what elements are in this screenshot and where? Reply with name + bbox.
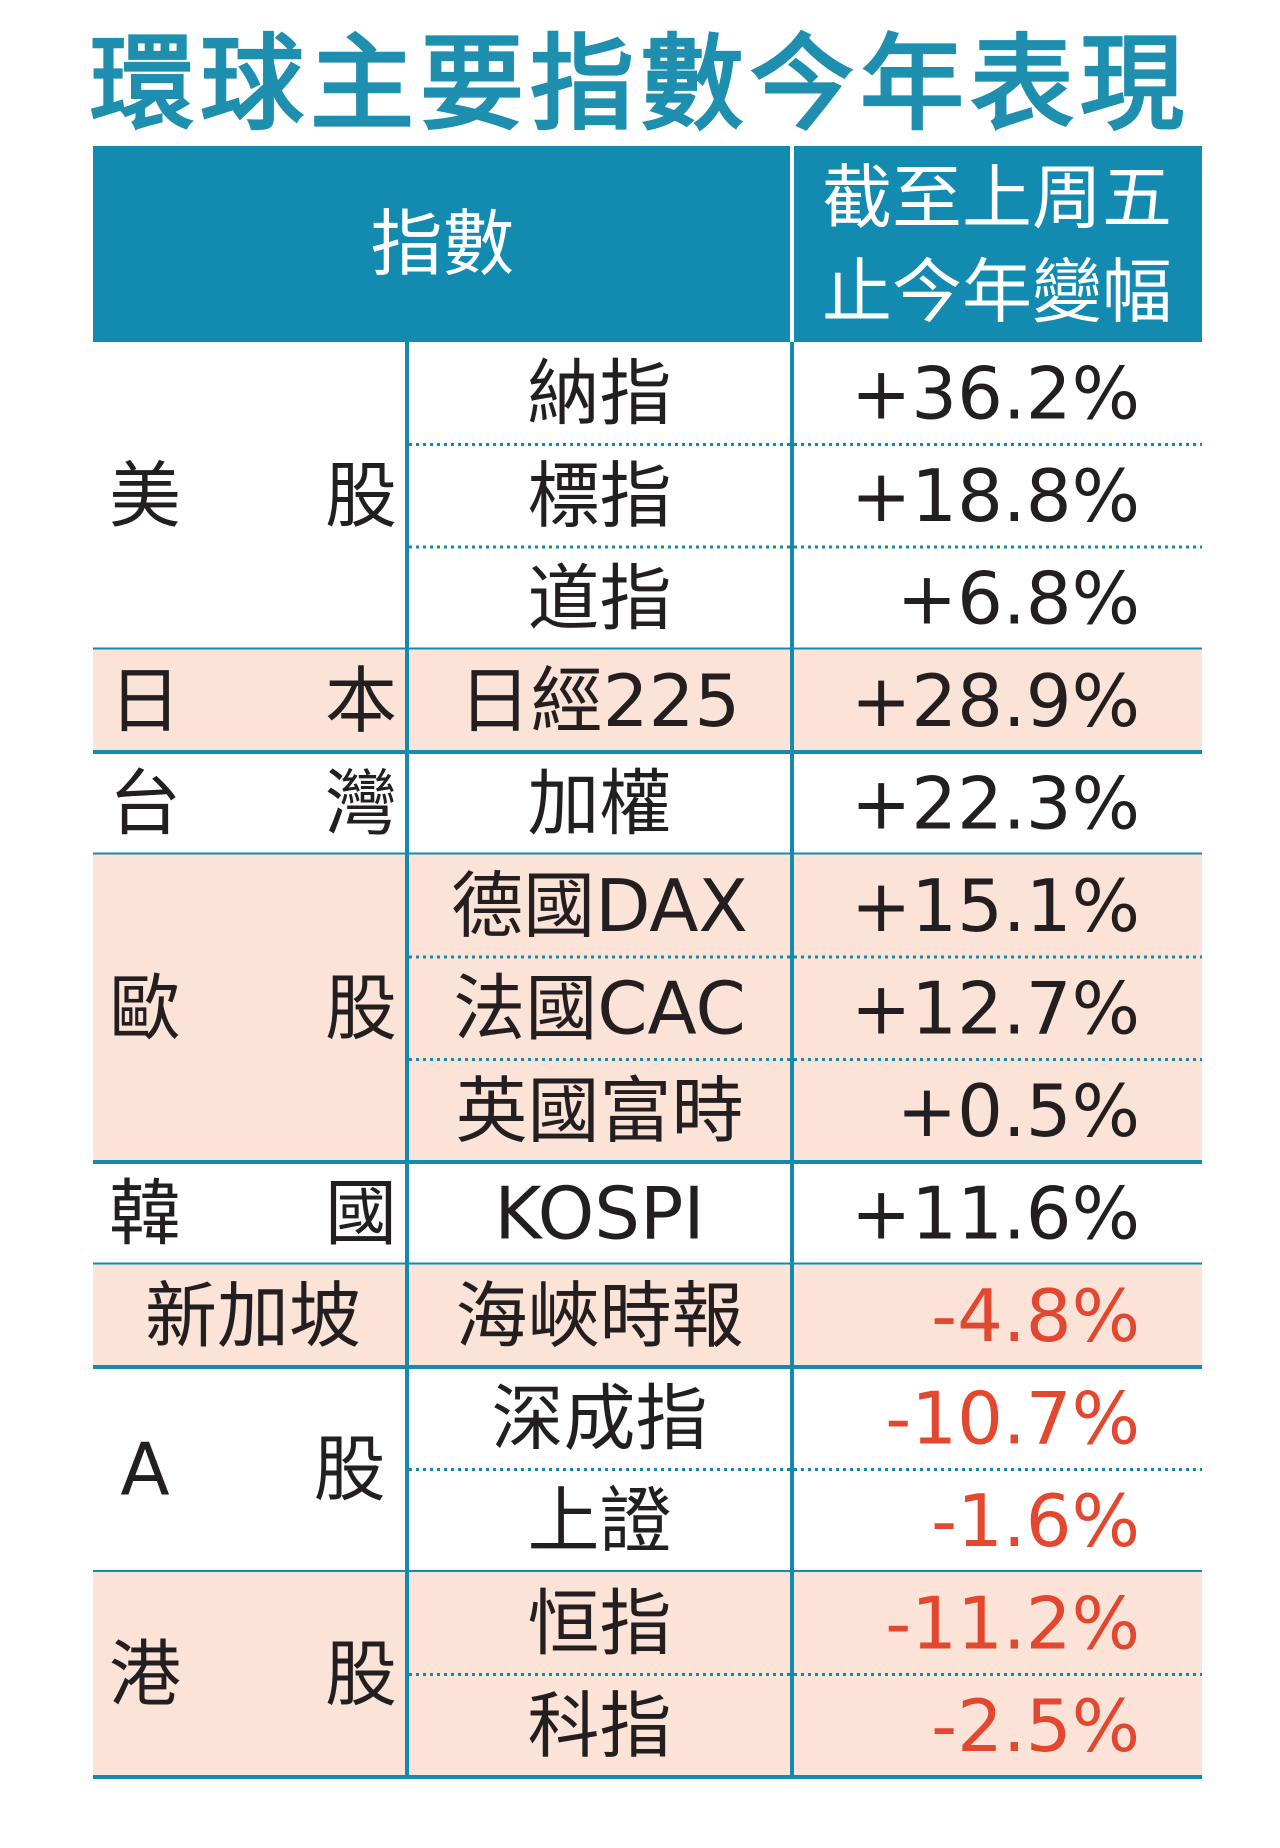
header-band xyxy=(93,146,1202,342)
change-value: +28.9% xyxy=(851,659,1140,743)
index-name: 加權 xyxy=(527,761,671,845)
market-label: 台 灣 xyxy=(109,761,397,845)
change-value: +12.7% xyxy=(851,966,1140,1050)
market-label: 港 股 xyxy=(109,1633,397,1717)
chart-title: 環球主要指數今年表現 xyxy=(89,23,1190,145)
index-name: 標指 xyxy=(527,454,671,538)
change-value: +6.8% xyxy=(897,556,1140,640)
header-index-label: 指數 xyxy=(370,202,514,286)
index-name: KOSPI xyxy=(494,1171,704,1255)
index-name: 深成指 xyxy=(491,1376,707,1460)
change-value: -10.7% xyxy=(885,1376,1140,1460)
index-name: 德國DAX xyxy=(451,864,748,948)
change-value: +18.8% xyxy=(851,454,1140,538)
shaded-group-background xyxy=(93,854,1202,1162)
header-change-label-line1: 截至上周五 xyxy=(822,157,1172,239)
change-value: -4.8% xyxy=(931,1274,1140,1358)
market-label: 新加坡 xyxy=(145,1274,361,1358)
index-name: 法國CAC xyxy=(453,966,746,1050)
change-value: +0.5% xyxy=(897,1069,1140,1153)
index-name: 科指 xyxy=(527,1684,671,1768)
index-name: 海峽時報 xyxy=(455,1274,743,1358)
index-name: 納指 xyxy=(527,351,671,435)
index-name: 日經225 xyxy=(459,659,740,743)
index-name: 英國富時 xyxy=(455,1069,743,1153)
market-label: 美 股 xyxy=(109,454,397,538)
change-value: -1.6% xyxy=(931,1479,1140,1563)
market-label: 韓 國 xyxy=(109,1171,397,1255)
change-value: -11.2% xyxy=(885,1581,1140,1665)
header-change-label-line2: 止今年變幅 xyxy=(822,251,1172,333)
market-label: 日 本 xyxy=(109,659,397,743)
shaded-group-background xyxy=(93,1264,1202,1367)
index-name: 道指 xyxy=(527,556,671,640)
index-name: 上證 xyxy=(527,1479,671,1563)
change-value: +11.6% xyxy=(851,1171,1140,1255)
index-name: 恒指 xyxy=(527,1581,671,1665)
change-value: +15.1% xyxy=(851,864,1140,948)
market-label: 歐 股 xyxy=(109,966,397,1050)
change-value: +36.2% xyxy=(851,351,1140,435)
market-label: A 股 xyxy=(120,1428,385,1512)
change-value: -2.5% xyxy=(931,1684,1140,1768)
change-value: +22.3% xyxy=(851,761,1140,845)
shaded-group-background xyxy=(93,649,1202,752)
